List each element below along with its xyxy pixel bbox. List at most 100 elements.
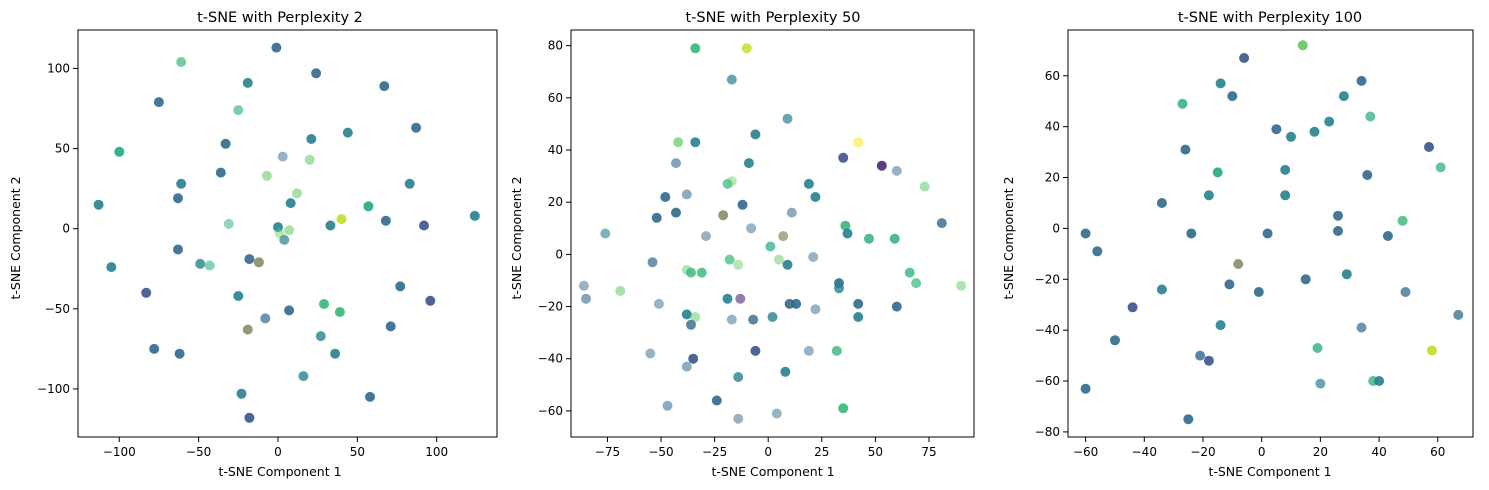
x-tick-label: −40 <box>1132 445 1157 459</box>
subplot-2-points <box>578 43 967 424</box>
scatter-point <box>149 343 160 354</box>
scatter-point <box>1341 269 1352 280</box>
scatter-point <box>578 280 589 291</box>
scatter-point <box>365 391 375 402</box>
x-tick-label: −20 <box>1190 445 1215 459</box>
scatter-point <box>919 181 930 192</box>
scatter-point <box>838 403 849 414</box>
subplot-1-title: t-SNE with Perplexity 2 <box>197 10 363 26</box>
y-tick-label: 20 <box>548 195 563 209</box>
scatter-point <box>838 152 849 163</box>
scatter-point <box>315 331 326 342</box>
scatter-point <box>840 220 851 231</box>
y-tick-label: 60 <box>548 91 563 105</box>
scatter-point <box>681 189 692 200</box>
scatter-point <box>834 283 844 294</box>
scatter-point <box>791 298 802 309</box>
scatter-point <box>743 158 754 169</box>
scatter-point <box>842 228 853 239</box>
scatter-point <box>284 305 295 316</box>
scatter-point <box>853 298 864 309</box>
scatter-point <box>726 74 737 85</box>
scatter-point <box>889 233 900 244</box>
scatter-point <box>600 228 611 239</box>
scatter-point <box>1215 320 1226 331</box>
scatter-point <box>803 178 814 189</box>
y-tick-label: −60 <box>538 404 563 418</box>
x-tick-label: 40 <box>1371 445 1386 459</box>
scatter-point <box>686 267 696 278</box>
scatter-point <box>733 372 744 382</box>
scatter-point <box>690 312 701 322</box>
x-tick-label: 75 <box>921 445 936 459</box>
scatter-point <box>304 154 315 165</box>
scatter-point <box>176 57 187 67</box>
scatter-point <box>419 220 429 231</box>
scatter-point <box>690 137 701 148</box>
scatter-point <box>891 165 902 176</box>
scatter-point <box>1227 91 1238 102</box>
scatter-point <box>853 312 864 322</box>
scatter-point <box>767 312 778 322</box>
scatter-point <box>1110 335 1120 346</box>
scatter-point <box>1362 170 1373 180</box>
scatter-point <box>911 278 922 289</box>
scatter-point <box>808 252 819 262</box>
scatter-point <box>1239 53 1250 63</box>
scatter-point <box>746 223 757 234</box>
scatter-point <box>662 400 673 411</box>
scatter-point <box>242 77 253 88</box>
x-tick-label: −60 <box>1073 445 1098 459</box>
scatter-point <box>1356 75 1367 86</box>
y-tick-label: −20 <box>538 300 563 314</box>
scatter-point <box>780 366 791 377</box>
scatter-point <box>688 353 699 364</box>
scatter-point <box>284 225 295 236</box>
y-tick-label: −40 <box>538 352 563 366</box>
scatter-point <box>581 293 591 304</box>
scatter-point <box>1397 215 1408 226</box>
y-tick-label: 40 <box>548 143 563 157</box>
scatter-point <box>876 160 887 171</box>
scatter-point <box>956 280 967 291</box>
scatter-point <box>1382 231 1393 241</box>
scatter-point <box>223 218 234 229</box>
scatter-point <box>404 178 415 189</box>
scatter-point <box>1195 350 1206 361</box>
scatter-point <box>176 178 187 189</box>
scatter-point <box>298 371 309 382</box>
scatter-point <box>741 43 752 54</box>
y-tick-label: −40 <box>1035 323 1060 337</box>
scatter-point <box>726 314 737 325</box>
scatter-point <box>673 137 684 148</box>
scatter-point <box>810 304 821 315</box>
scatter-point <box>681 309 692 320</box>
scatter-point <box>864 233 874 244</box>
scatter-point <box>106 262 117 273</box>
scatter-point <box>395 281 406 292</box>
scatter-point <box>279 234 290 245</box>
scatter-point <box>342 127 353 138</box>
scatter-point <box>737 199 748 210</box>
subplot-3-plot: −60 −40 −20 0 20 40 60 −80 −60 −40 −20 0 20 40 60 <box>1035 29 1474 459</box>
subplot-3: t-SNE with Perplexity 100 t-SNE Componen… <box>1001 10 1362 479</box>
scatter-point <box>425 295 436 306</box>
scatter-point <box>773 254 784 265</box>
subplot-3-title: t-SNE with Perplexity 100 <box>1178 10 1362 26</box>
scatter-point <box>750 129 761 140</box>
scatter-point <box>726 176 737 187</box>
scatter-point <box>1374 376 1385 386</box>
scatter-point <box>311 68 322 79</box>
scatter-point <box>1435 162 1446 173</box>
subplot-2-plot: −75 −50 −25 0 25 50 75 −60 −40 −20 0 20 40 60 80 <box>538 29 975 459</box>
y-tick-label: 0 <box>62 222 70 236</box>
scatter-point <box>1424 142 1434 152</box>
x-tick-label: 100 <box>425 445 448 459</box>
scatter-point <box>325 220 336 231</box>
scatter-point <box>1333 210 1343 221</box>
x-tick-label: −25 <box>702 445 727 459</box>
scatter-point <box>253 257 264 268</box>
scatter-point <box>271 42 282 53</box>
scatter-point <box>292 188 302 199</box>
scatter-point <box>1453 309 1464 320</box>
